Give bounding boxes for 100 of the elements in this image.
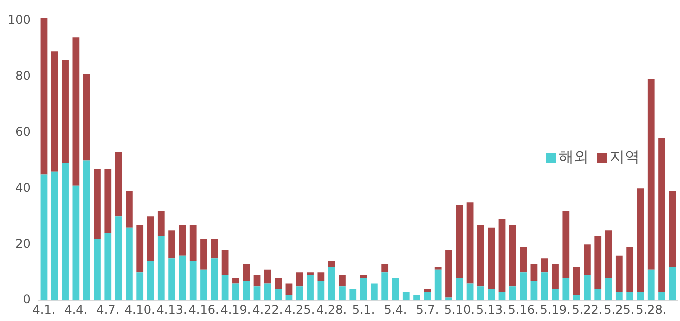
legend-label: 지역 — [610, 148, 640, 167]
bar — [669, 267, 676, 301]
x-tick-label: 4.22. — [252, 302, 284, 317]
bar — [40, 174, 48, 301]
bar — [254, 275, 261, 287]
bar — [40, 18, 48, 175]
bar — [243, 281, 250, 301]
bar — [520, 272, 527, 301]
bar — [307, 272, 314, 276]
bar — [179, 225, 186, 256]
bar — [339, 275, 346, 287]
bar — [456, 278, 464, 301]
bar — [350, 289, 357, 301]
x-tick-label: 5.25. — [604, 302, 635, 317]
bar — [62, 60, 69, 164]
bar — [541, 258, 548, 273]
bar — [318, 272, 325, 282]
bar — [296, 286, 304, 301]
bar — [594, 236, 602, 290]
bar — [51, 172, 58, 301]
bar — [318, 281, 325, 301]
bar — [275, 289, 282, 301]
x-tick-label: 5.1. — [352, 302, 376, 317]
bar — [211, 258, 218, 301]
bar — [616, 292, 623, 301]
bar — [434, 267, 442, 270]
bar — [168, 258, 176, 301]
bar — [72, 38, 80, 186]
bar — [658, 138, 666, 292]
bar — [328, 261, 336, 268]
bar — [126, 191, 133, 228]
bar — [360, 278, 368, 301]
bar — [573, 267, 580, 296]
bar — [190, 225, 197, 262]
bar — [158, 236, 165, 301]
y-tick-label: 80 — [16, 68, 31, 83]
bar — [147, 216, 154, 262]
bar — [211, 239, 218, 259]
x-tick-label: 5.16. — [508, 302, 539, 317]
bar — [200, 270, 208, 301]
bar — [488, 289, 496, 301]
y-tick-label: 40 — [16, 180, 31, 195]
y-tick-label: 0 — [23, 292, 31, 307]
bar — [520, 247, 527, 273]
bar — [552, 264, 559, 290]
bar — [339, 286, 346, 301]
bar — [104, 233, 112, 301]
x-tick-label: 4.16. — [188, 302, 220, 317]
y-tick-label: 60 — [16, 124, 31, 139]
x-tick-label: 5.22. — [572, 302, 603, 317]
bar — [94, 169, 101, 240]
bar — [424, 292, 432, 301]
bar — [147, 261, 154, 301]
bar — [446, 250, 452, 298]
bar — [626, 247, 634, 292]
bar — [328, 267, 336, 301]
x-tick-label: 4.13. — [156, 302, 188, 317]
bar — [414, 295, 420, 301]
bar — [605, 230, 612, 278]
bar — [584, 244, 591, 276]
bar — [286, 295, 293, 301]
bar — [466, 284, 474, 301]
x-tick-label: 4.4. — [64, 302, 88, 317]
bar — [530, 264, 538, 282]
bar — [136, 225, 144, 273]
x-tick-label: 4.7. — [96, 302, 120, 317]
x-tick-label: 5.19. — [540, 302, 571, 317]
bar — [382, 272, 389, 301]
bar — [126, 228, 133, 301]
bar — [424, 289, 432, 292]
bar — [541, 272, 548, 301]
bar — [402, 292, 410, 301]
bar — [243, 264, 250, 282]
bar — [594, 289, 602, 301]
x-tick-label: 5.13. — [476, 302, 507, 317]
bar — [115, 152, 122, 217]
bar — [637, 292, 644, 301]
bar — [498, 292, 506, 301]
bar — [456, 205, 464, 278]
bar — [158, 211, 165, 236]
bar — [222, 275, 229, 301]
bar — [509, 225, 516, 287]
bar — [168, 230, 176, 259]
bar — [62, 163, 69, 301]
bar — [584, 275, 591, 301]
bar — [264, 284, 272, 301]
bar — [392, 278, 400, 301]
bar — [478, 225, 484, 287]
y-tick-label: 20 — [16, 236, 31, 251]
legend-label: 해외 — [559, 148, 589, 167]
y-tick-label: 100 — [8, 12, 31, 27]
bar — [94, 239, 101, 301]
x-tick-label: 4.1. — [32, 302, 56, 317]
x-tick-label: 4.19. — [220, 302, 252, 317]
bar — [488, 228, 496, 290]
bar — [637, 188, 644, 292]
bar — [275, 278, 282, 290]
bar — [115, 216, 122, 301]
bar — [466, 202, 474, 284]
bar — [509, 286, 516, 301]
